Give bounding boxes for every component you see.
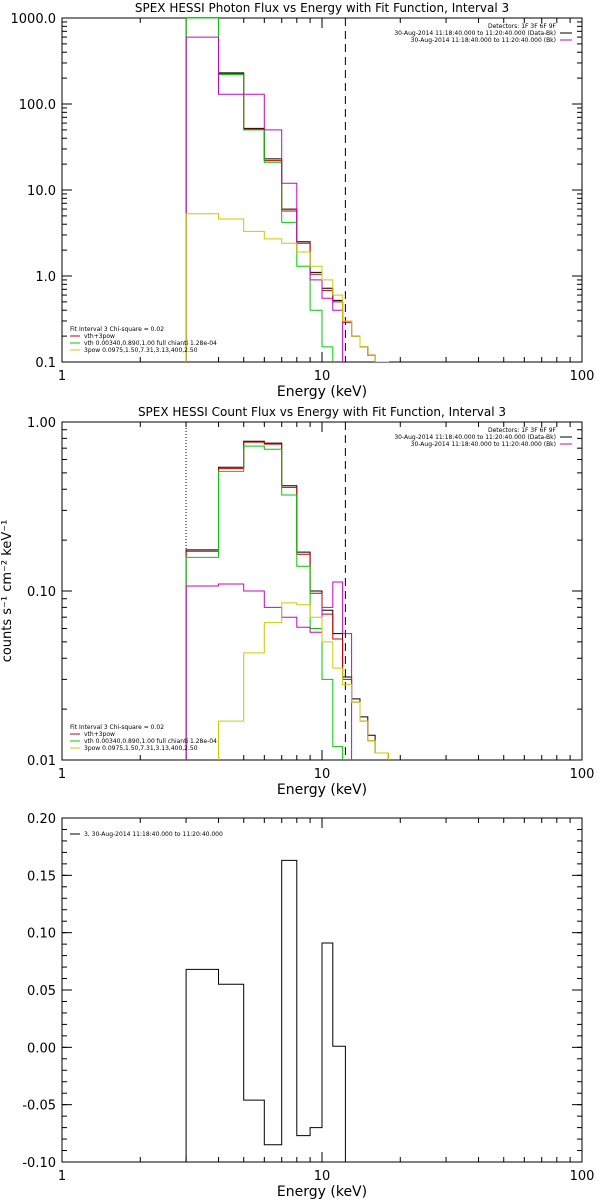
legend-right-text: 30-Aug-2014 11:18:40.000 to 11:20:40.000…: [411, 441, 556, 448]
y-tick-label: 0.00: [27, 1041, 56, 1056]
legend-right-text: Detectors: 1F 3F 6F 9F: [488, 23, 557, 30]
legend-left-text: Fit Interval 3 Chi-square = 0.02: [70, 326, 164, 333]
series-line-1: [185, 18, 389, 362]
x-tick-label: 100: [570, 767, 595, 782]
legend-left-text: Fit Interval 3 Chi-square = 0.02: [70, 724, 164, 731]
legend-right-text: 30-Aug-2014 11:18:40.000 to 11:20:40.000…: [411, 37, 556, 44]
data-layer: [185, 18, 389, 362]
y-tick-label: 10.0: [27, 184, 56, 199]
y-tick-label: 0.1: [35, 356, 56, 371]
residuals-panel: 1 10 100 Energy (keV) -0.10 -0.05 0.00 0.05 0.10…: [22, 812, 594, 1200]
series-line-0: [185, 18, 389, 362]
chart-title: SPEX HESSI Photon Flux vs Energy with Fi…: [135, 1, 509, 15]
data-layer: [185, 859, 346, 1162]
y-tick-label: 0.05: [27, 984, 56, 999]
photon-flux-panel: SPEX HESSI Photon Flux vs Energy with Fi…: [11, 1, 595, 400]
x-tick-label: 100: [570, 369, 595, 384]
series-line-0: [185, 859, 346, 1162]
legend-right-text: Detectors: 1F 3F 6F 9F: [488, 427, 557, 434]
legend-left-text: vth+3pow: [84, 333, 115, 340]
x-tick-label: 10: [314, 1169, 331, 1184]
chart-title: SPEX HESSI Count Flux vs Energy with Fit…: [138, 405, 506, 419]
y-tick-label: 0.20: [27, 812, 56, 827]
y-tick-label: 1.00: [27, 416, 56, 431]
legend-left-text: 3, 30-Aug-2014 11:18:40.000 to 11:20:40.…: [84, 831, 223, 838]
x-axis-label: Energy (keV): [277, 1184, 367, 1200]
series-line-2: [185, 445, 344, 760]
y-tick-label: -0.05: [22, 1099, 56, 1114]
legend-right-text: 30-Aug-2014 11:18:40.000 to 11:20:40.000…: [394, 30, 556, 37]
series-line-4: [218, 602, 389, 760]
data-layer: [185, 440, 389, 760]
y-tick-label: 1.0: [35, 270, 56, 285]
y-tick-label: 0.10: [27, 927, 56, 942]
x-tick-label: 10: [314, 369, 331, 384]
x-axis-label: Energy (keV): [277, 384, 367, 400]
series-line-3: [185, 581, 353, 760]
y-tick-label: 100.0: [19, 98, 56, 113]
y-tick-label: -0.10: [22, 1156, 56, 1171]
y-axis-label: counts s⁻¹ cm⁻² keV⁻¹: [0, 520, 15, 663]
legend-left-text: vth 0.00340,0.890,1.00 full chianti 1.28…: [84, 340, 217, 347]
legend-left-text: 3pow 0.0975,1.50,7.31,3.13,400,2.50: [84, 745, 198, 752]
legend-right-text: 30-Aug-2014 11:18:40.000 to 11:20:40.000…: [394, 434, 556, 441]
series-line-0: [185, 440, 389, 760]
legend-left-text: 3pow 0.0975,1.50,7.31,3.13,400,2.50: [84, 347, 198, 354]
legend-left-text: vth+3pow: [84, 731, 115, 738]
x-axis-label: Energy (keV): [277, 782, 367, 798]
series-line-1: [185, 441, 389, 760]
series-line-2: [185, 18, 334, 362]
x-tick-label: 100: [570, 1169, 595, 1184]
x-tick-label: 10: [314, 767, 331, 782]
x-tick-label: 1: [58, 767, 66, 782]
count-flux-panel: SPEX HESSI Count Flux vs Energy with Fit…: [0, 405, 594, 798]
series-line-4: [185, 213, 389, 362]
x-tick-label: 1: [58, 369, 66, 384]
x-tick-label: 1: [58, 1169, 66, 1184]
y-tick-label: 1000.0: [11, 12, 57, 27]
y-tick-label: 0.15: [27, 869, 56, 884]
y-tick-label: 0.10: [27, 585, 56, 600]
legend-left-text: vth 0.00340,0.890,1.00 full chianti 1.28…: [84, 738, 217, 745]
y-tick-label: 0.01: [27, 754, 56, 769]
